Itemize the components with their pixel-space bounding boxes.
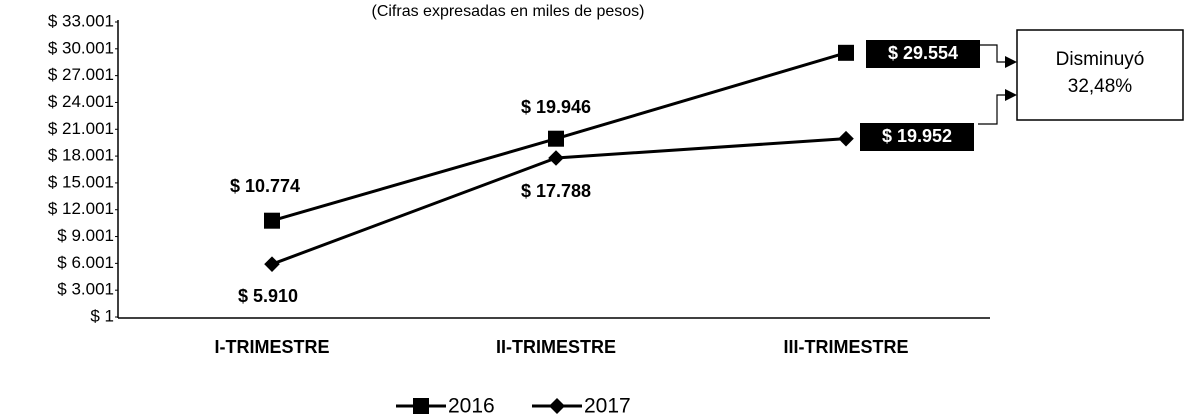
y-tick-label: $ 24.001 — [48, 92, 114, 111]
legend-label: 2017 — [584, 395, 631, 416]
y-tick-label: $ 27.001 — [48, 65, 114, 84]
data-label: $ 29.554 — [888, 43, 958, 63]
y-tick-label: $ 3.001 — [57, 280, 114, 299]
y-tick-label: $ 6.001 — [57, 253, 114, 272]
y-tick-label: $ 33.001 — [48, 11, 114, 30]
connector — [978, 94, 1005, 125]
y-tick-label: $ 1 — [90, 306, 114, 325]
x-tick-label: I-TRIMESTRE — [215, 337, 330, 357]
legend-marker — [549, 398, 565, 414]
marker — [548, 130, 564, 147]
y-tick-label: $ 12.001 — [48, 199, 114, 218]
chart-subtitle: (Cifras expresadas en miles de pesos) — [371, 3, 644, 20]
marker — [548, 150, 564, 166]
arrow — [1005, 89, 1017, 101]
legend-label: 2016 — [448, 395, 495, 416]
y-tick-label: $ 15.001 — [48, 172, 114, 191]
data-label: $ 17.788 — [521, 181, 591, 201]
data-label: $ 19.946 — [521, 97, 591, 117]
connector — [980, 44, 1005, 63]
marker — [264, 256, 280, 272]
marker — [264, 212, 280, 229]
x-tick-label: II-TRIMESTRE — [496, 337, 616, 357]
marker — [838, 44, 854, 61]
y-tick-label: $ 18.001 — [48, 146, 114, 165]
annotation-text: Disminuyó — [1056, 49, 1145, 70]
y-tick-label: $ 30.001 — [48, 38, 114, 57]
y-tick-label: $ 9.001 — [57, 226, 114, 245]
legend-marker — [413, 398, 429, 414]
annotation-box — [1016, 29, 1184, 121]
data-label: $ 19.952 — [882, 126, 952, 146]
x-tick-label: III-TRIMESTRE — [784, 337, 909, 357]
y-tick-label: $ 21.001 — [48, 119, 114, 138]
marker — [838, 130, 854, 147]
label-box — [866, 40, 980, 68]
annotation-text: 32,48% — [1068, 76, 1133, 97]
label-box — [860, 123, 974, 151]
data-label: $ 10.774 — [230, 176, 300, 196]
arrow — [1005, 56, 1017, 68]
data-label: $ 5.910 — [238, 286, 298, 306]
